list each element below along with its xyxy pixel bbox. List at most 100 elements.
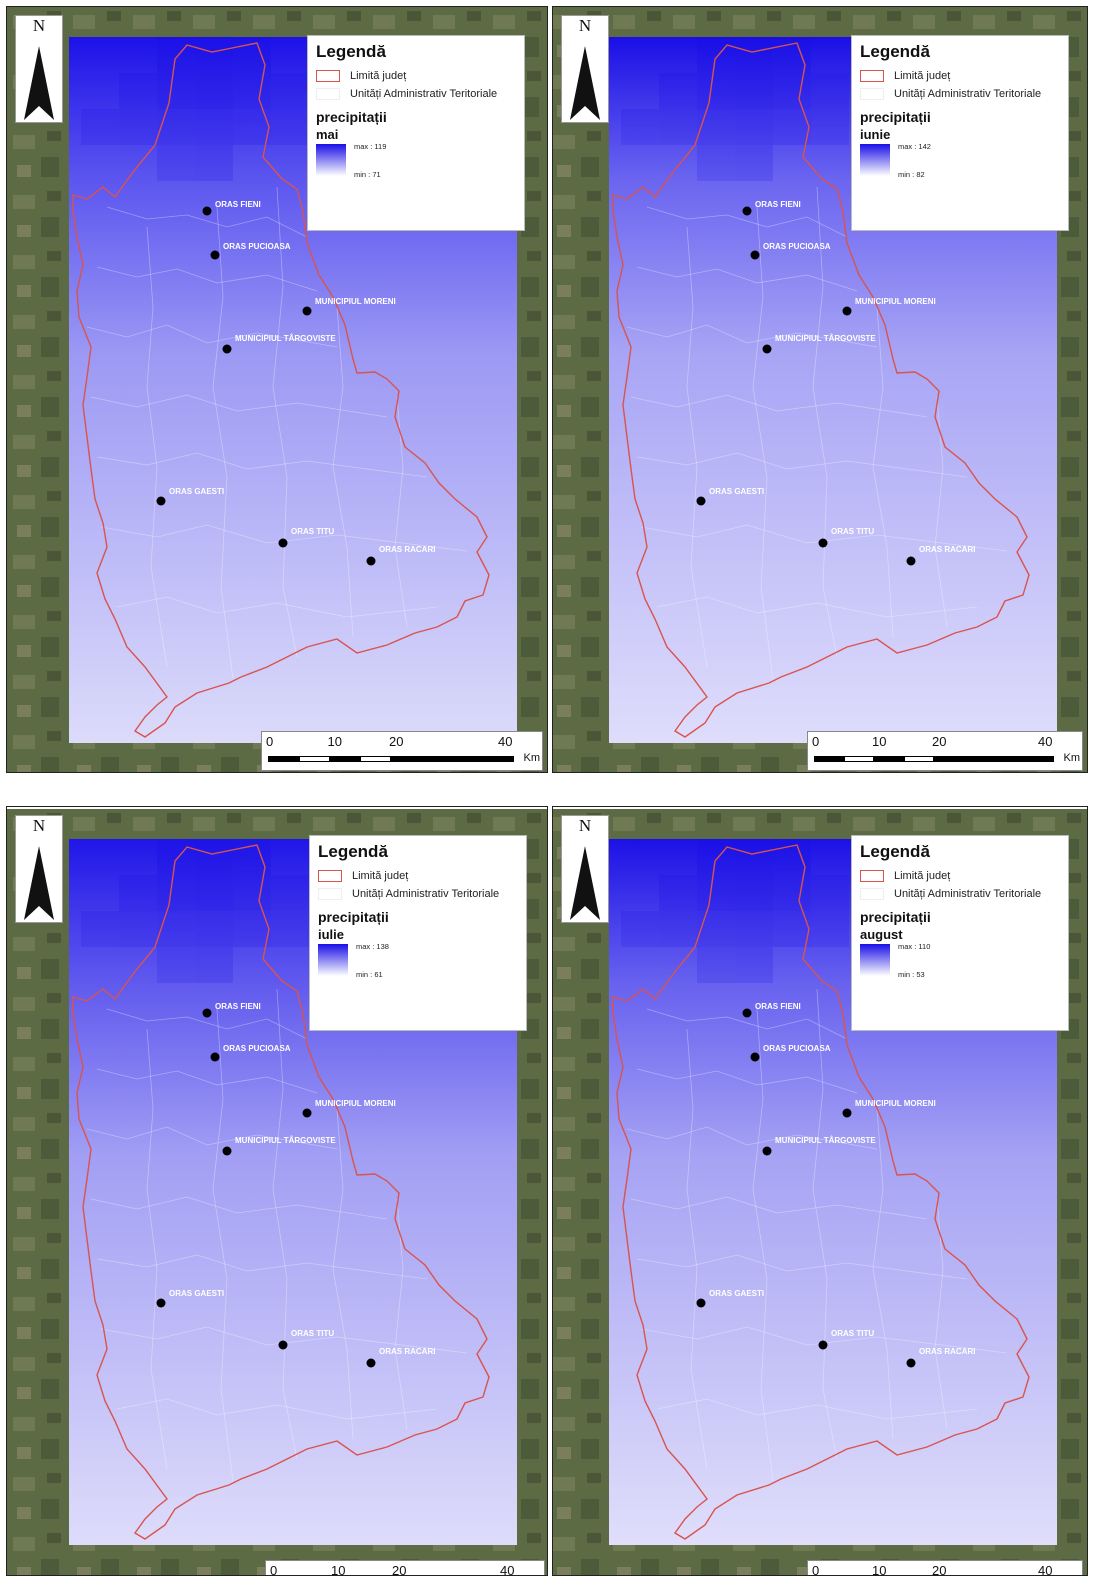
precip-cell: [157, 875, 195, 911]
uat-line: [656, 1398, 978, 1420]
city-marker: [818, 1340, 828, 1350]
county-limit-label: Limită județ: [352, 870, 409, 882]
ramp-max-label: max : 110: [898, 942, 931, 951]
precip-cell: [119, 109, 157, 145]
precip-cell: [195, 947, 233, 983]
ramp-min-label: min : 82: [898, 170, 925, 179]
color-ramp: [316, 144, 346, 176]
precip-cell: [735, 911, 773, 947]
uat-line: [646, 1008, 848, 1040]
precip-cell: [735, 109, 773, 145]
scale-tick-0: 0: [266, 734, 274, 749]
precip-cell: [697, 911, 735, 947]
city-marker: [302, 306, 312, 316]
scale-segment: [391, 756, 514, 762]
uat-line: [872, 306, 894, 638]
scale-segment: [904, 756, 934, 762]
precip-cell: [157, 911, 195, 947]
map-canvas-iulie: ORAS FIENI ORAS PUCIOASA MUNICIPIUL MORENI…: [7, 809, 547, 1575]
county-limit-swatch: [318, 870, 342, 882]
city-label: ORAS PUCIOASA: [223, 242, 291, 251]
uat-line: [106, 1008, 308, 1040]
city-marker: [696, 1298, 706, 1308]
variable-label: precipitații: [318, 909, 389, 925]
uat-line: [872, 1108, 894, 1440]
month-label: iunie: [860, 127, 891, 142]
scale-tick-10: 10: [872, 1563, 887, 1576]
city-label: ORAS TITU: [291, 1329, 334, 1338]
scale-unit: Km: [523, 752, 541, 764]
map-canvas-august: ORAS FIENI ORAS PUCIOASA MUNICIPIUL MORENI…: [553, 809, 1087, 1575]
city-marker: [302, 1108, 312, 1118]
precip-cell: [195, 839, 233, 875]
uat-swatch: [316, 88, 340, 100]
uat-line: [630, 394, 928, 418]
precip-cell: [735, 839, 773, 875]
uat-swatch: [860, 888, 884, 900]
city-marker: [842, 306, 852, 316]
north-arrow-icon: [570, 846, 600, 920]
county-limit-swatch: [860, 870, 884, 882]
city-label: MUNICIPIUL TÂRGOVISTE: [775, 334, 876, 343]
city-label: ORAS FIENI: [755, 1002, 801, 1011]
precip-cell: [773, 911, 811, 947]
city-marker: [842, 1108, 852, 1118]
uat-line: [646, 206, 848, 238]
uat-line: [106, 206, 308, 238]
precip-cell: [157, 145, 195, 181]
precip-cell: [621, 911, 659, 947]
scale-segment: [844, 756, 874, 762]
precip-cell: [233, 109, 271, 145]
precip-cell: [697, 875, 735, 911]
city-label: MUNICIPIUL TÂRGOVISTE: [235, 334, 336, 343]
precip-cell: [773, 37, 811, 73]
ramp-max-label: max : 119: [354, 142, 387, 151]
precip-cell: [735, 947, 773, 983]
scale-tick-10: 10: [872, 734, 887, 749]
precip-cell: [119, 911, 157, 947]
precip-cell: [195, 145, 233, 181]
precip-cell: [697, 947, 735, 983]
uat-boundaries: [86, 186, 468, 680]
county-limit-swatch: [860, 70, 884, 82]
uat-label: Unități Administrativ Teritoriale: [352, 888, 500, 900]
uat-line: [332, 306, 354, 638]
north-letter: N: [578, 816, 592, 835]
uat-line: [146, 226, 168, 668]
city-label: ORAS RACARI: [379, 1347, 435, 1356]
north-arrow: N: [15, 15, 63, 123]
uat-boundaries: [626, 186, 1008, 680]
uat-line: [332, 1108, 354, 1440]
city-marker: [906, 556, 916, 566]
city-marker: [906, 1358, 916, 1368]
uat-line: [640, 1326, 1008, 1354]
north-letter: N: [32, 16, 46, 35]
city-marker: [202, 1008, 212, 1018]
precip-cell: [271, 73, 309, 109]
uat-line: [636, 1068, 858, 1094]
county-limit-label: Limită județ: [894, 870, 951, 882]
uat-line: [96, 452, 428, 478]
uat-line: [96, 1254, 428, 1280]
scale-bar: 0 10 20 40 Km: [807, 731, 1083, 771]
city-marker: [222, 1146, 232, 1156]
month-label: august: [860, 927, 903, 942]
uat-line: [636, 1254, 968, 1280]
precip-cell: [271, 109, 309, 145]
city-label: ORAS RACARI: [379, 545, 435, 554]
uat-line: [90, 1196, 388, 1220]
precip-cell: [157, 839, 195, 875]
city-marker: [278, 538, 288, 548]
color-ramp: [318, 944, 348, 976]
precip-cell: [697, 839, 735, 875]
uat-line: [656, 596, 978, 618]
north-letter: N: [578, 16, 592, 35]
precip-cell: [735, 37, 773, 73]
precip-cell: [119, 875, 157, 911]
color-ramp: [860, 144, 890, 176]
uat-line: [212, 1008, 234, 1482]
city-label: MUNICIPIUL TÂRGOVISTE: [235, 1136, 336, 1145]
uat-line: [86, 324, 338, 348]
north-arrow: N: [561, 15, 609, 123]
precip-cell: [811, 875, 849, 911]
